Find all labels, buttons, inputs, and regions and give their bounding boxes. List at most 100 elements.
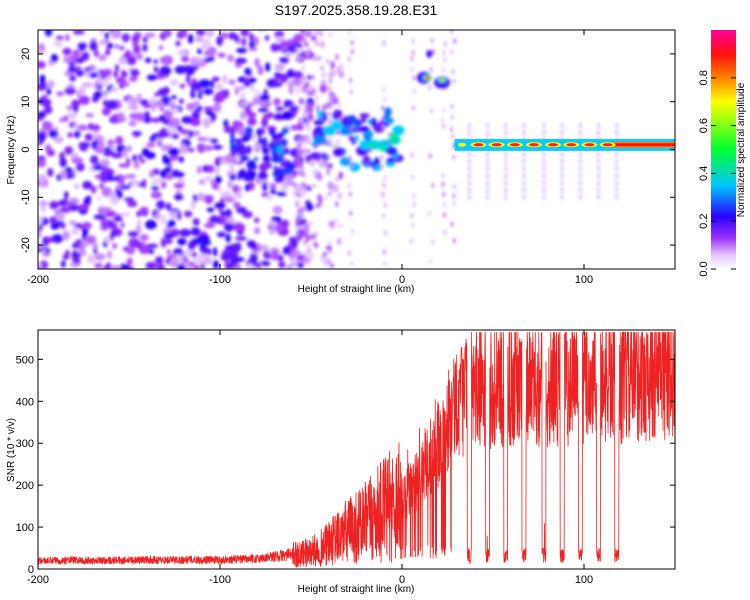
spectrogram-cell [291,77,303,87]
spectrogram-cell [101,222,108,230]
spectrogram-cell [385,162,396,167]
spectrogram-cell [39,133,45,144]
spectrogram-cell [214,157,221,167]
dip-smear [522,172,526,179]
spectrogram-cell [302,56,305,62]
spectrogram-cell [114,64,120,72]
spectrogram-cell [303,222,307,228]
spectrogram-cell [127,105,140,111]
spectrogram-cell [119,184,131,190]
dip-smear [542,179,546,186]
spectrogram-cell [72,106,77,112]
dip-smear [615,129,619,136]
spectrogram-cell [249,33,254,42]
spectrogram-cell [252,133,257,142]
spectrogram-cell [431,239,435,245]
spectrogram-cell [210,180,216,186]
spectrogram-cell [451,114,454,120]
spectrogram-cell [163,232,174,239]
spectrogram-cell [78,86,86,96]
spectrogram-cell [300,98,304,104]
spectrogram-cell [165,259,170,265]
spectrogram-cell [178,98,184,104]
spectrogram-cell [82,231,88,240]
spectrogram-cell [264,195,274,200]
spectrogram-cell [330,120,343,131]
spectrogram-cell [266,125,277,131]
spectrogram-cell [329,262,335,269]
spectrogram-cell [71,99,81,109]
spectrogram-cell [281,168,292,175]
spectrogram-cell [63,191,69,199]
spectrogram-cell [282,246,292,255]
dip-smear [615,165,619,172]
spectrogram-cell [241,37,247,47]
spectrogram-cell [145,261,157,269]
colorbar-gradient [711,30,736,269]
spectrogram-cell [309,152,322,161]
spectrogram-cell [85,195,92,201]
spectrogram-cell [297,105,300,111]
spectrogram-cell [189,118,201,127]
spectrogram-cell [268,129,276,136]
spectrogram-cell [78,203,90,211]
spectrogram-cell [348,30,351,36]
spectrogram-cell [94,80,100,90]
spectrogram-y-tick-label: 0 [20,146,32,152]
spectrogram-cell [84,133,94,141]
spectrogram-cell [273,98,281,106]
spectrogram-cell [316,176,323,181]
spectrogram-cell [76,124,88,131]
spectrogram-cell [279,40,290,49]
spectrogram-cell [327,258,331,264]
spectrogram-x-tick-label: 100 [575,274,593,286]
spectrogram-cell [190,226,200,237]
spectrogram-cell [274,30,285,38]
spectrogram-cell [203,256,213,265]
spectrogram-cell [179,228,192,238]
spectrogram-cell [253,143,264,151]
spectrogram-cell [239,143,246,151]
carrier-segment-core [548,143,559,147]
spectrogram-cell [206,110,213,117]
spectrogram-cell [165,172,174,181]
spectrogram-cell [125,49,132,59]
spectrogram-cell [217,52,226,58]
spectrogram-cell [144,57,152,63]
dip-smear [504,187,508,194]
spectrogram-cell [145,151,156,160]
spectrogram-y-tick-label: 20 [20,48,32,60]
spectrogram-cell [145,219,157,230]
spectrogram-cell [262,155,269,163]
spectrogram-cell [254,57,260,68]
spectrogram-cell [156,200,166,210]
spectrogram-cell [240,92,246,99]
spectrogram-cell [316,104,320,113]
snr-x-tick-label: 100 [575,574,593,586]
dip-smear [542,158,546,165]
spectrogram-cell [277,254,284,262]
spectrogram-cell [149,169,155,179]
spectrogram-cell [326,183,330,189]
spectrogram-cell [327,165,330,171]
spectrogram-cell [142,36,148,43]
spectrogram-cell [349,210,353,216]
snr-x-tick-label: 0 [399,574,405,586]
spectrogram-cell [271,156,277,163]
spectrogram-cell [210,138,219,144]
spectrogram-cell [377,139,390,150]
spectrogram-cell [81,81,94,88]
spectrogram-cell [112,217,124,222]
spectrogram-cell [245,263,254,269]
spectrogram-cell [106,211,117,217]
spectrogram-x-tick-label: 0 [399,274,405,286]
spectrogram-cell [94,262,103,269]
spectrogram-cell [234,86,240,96]
spectrogram-cell [329,118,332,124]
dip-smear [504,151,508,158]
spectrogram-cell [62,230,70,241]
spectrogram-cell [72,258,81,265]
spectrogram-cell [46,80,55,89]
spectrogram-cell [314,134,327,145]
